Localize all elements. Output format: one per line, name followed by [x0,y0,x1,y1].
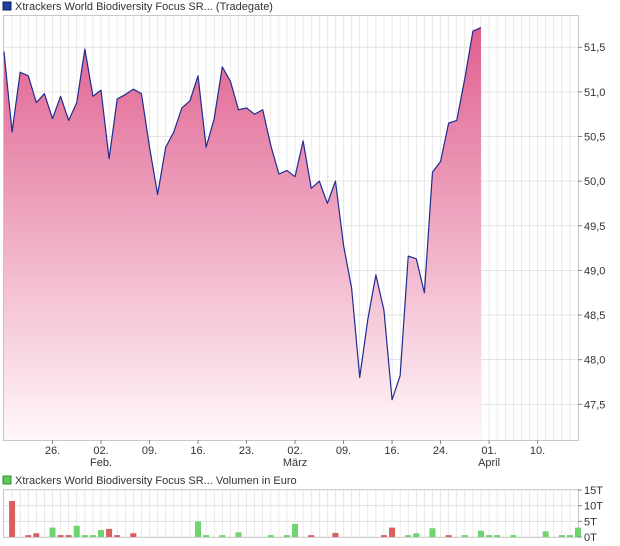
y-tick-label: 48,5 [584,310,605,322]
y-tick-label: 50,0 [584,176,605,188]
volume-bar [98,530,105,537]
volume-bar [332,532,339,537]
volume-bars [9,500,581,537]
x-tick-label: 02. [287,445,302,457]
x-tick-label: 16. [384,445,399,457]
volume-bar [308,535,315,537]
volume-y-axis: 0T 5T 10T 15T [578,485,603,544]
volume-plot-frame [3,489,579,538]
volume-bar [73,525,80,537]
x-month-label: Feb. [90,457,112,469]
x-tick-label: 23. [239,445,254,457]
volume-bar [106,528,113,537]
volume-bar [33,533,40,537]
volume-bar [542,531,549,537]
volume-bar [405,535,412,537]
y-tick-label: 47,5 [584,399,605,411]
volume-bar [486,535,493,537]
volume-bar [203,535,210,537]
y-tick-label: 48,0 [584,355,605,367]
y-tick-label: 0T [584,532,597,544]
price-legend-swatch [2,1,12,11]
volume-bar [49,527,56,537]
x-month-label: April [478,457,500,469]
volume-bar [429,528,436,537]
y-tick-label: 50,5 [584,132,605,144]
volume-bar [195,521,202,537]
volume-bar [25,535,32,537]
y-tick-label: 5T [584,516,597,528]
volume-bar [389,527,396,537]
volume-bar [65,535,72,537]
volume-bar [575,527,581,537]
x-tick-label: 24. [433,445,448,457]
price-y-axis: 47,5 48,0 48,5 49,0 49,5 50,0 50,5 51,0 51,5 [578,42,605,411]
y-tick-label: 49,5 [584,221,605,233]
volume-bar [219,535,226,537]
volume-bar [566,535,573,537]
x-tick-label: 26. [45,445,60,457]
volume-bar [510,535,517,537]
volume-bar [89,535,96,537]
volume-bar [235,532,242,537]
y-tick-label: 51,0 [584,87,605,99]
volume-bar [461,535,468,537]
volume-bar [413,533,420,537]
volume-bar [292,523,299,537]
y-tick-label: 15T [584,485,603,497]
y-tick-label: 10T [584,501,603,513]
volume-bar [494,535,501,537]
volume-bar [9,500,16,537]
x-tick-label: 10. [530,445,545,457]
price-line [3,27,482,401]
volume-bar [558,535,565,537]
price-chart-title: Xtrackers World Biodiversity Focus SR...… [15,1,273,13]
price-area-fill [4,27,481,440]
x-tick-label: 02. [93,445,108,457]
x-month-label: März [283,457,307,469]
y-tick-label: 51,5 [584,42,605,54]
volume-bar [57,535,64,537]
volume-bar [477,530,484,537]
volume-bar [445,535,452,537]
x-tick-label: 16. [190,445,205,457]
volume-bar [114,535,121,537]
volume-bar [283,535,290,537]
y-tick-label: 49,0 [584,265,605,277]
x-tick-label: 09. [142,445,157,457]
volume-bar [380,535,387,537]
volume-legend-swatch [2,475,12,485]
volume-chart-title: Xtrackers World Biodiversity Focus SR...… [15,475,297,487]
x-tick-label: 09. [336,445,351,457]
volume-bar [130,533,137,537]
volume-bar [81,535,88,537]
volume-bar [267,535,274,537]
x-tick-label: 01. [481,445,496,457]
